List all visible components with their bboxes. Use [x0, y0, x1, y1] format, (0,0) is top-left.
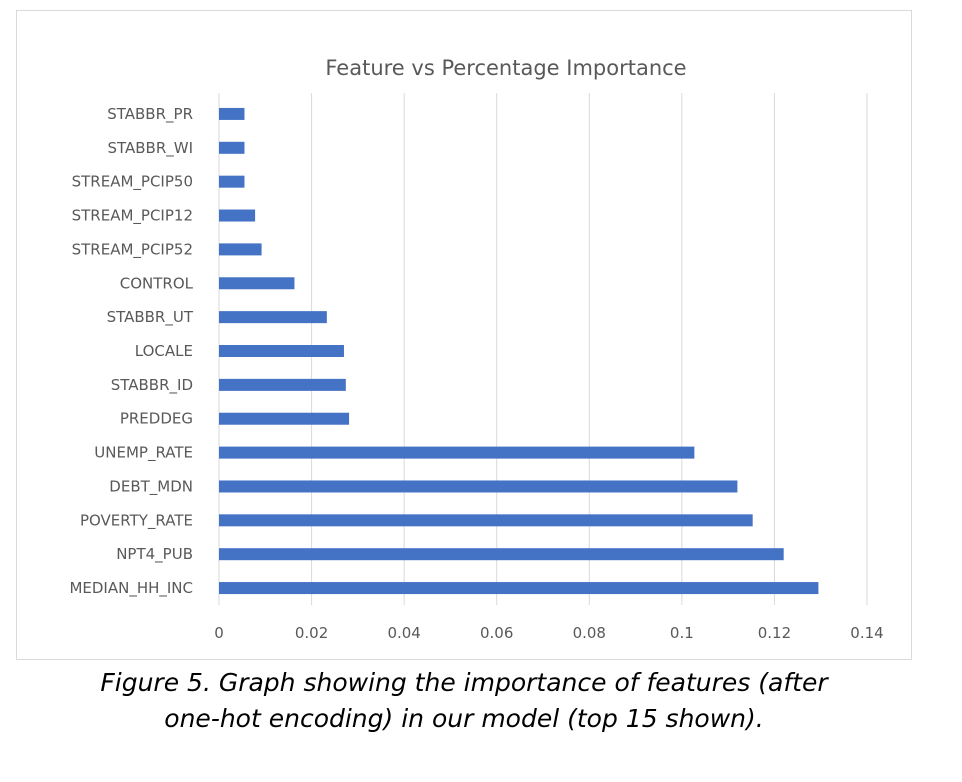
- feature-importance-chart: Feature vs Percentage Importance STABBR_…: [69, 56, 883, 642]
- bar: [219, 209, 256, 222]
- bar: [219, 175, 245, 188]
- category-label: STABBR_UT: [107, 308, 194, 327]
- category-label: POVERTY_RATE: [80, 511, 193, 530]
- bar: [219, 412, 350, 425]
- bar: [219, 107, 245, 120]
- category-labels: STABBR_PR STABBR_WI STREAM_PCIP50 STREAM_PC…: [69, 105, 193, 598]
- category-label: STREAM_PCIP12: [72, 207, 193, 226]
- x-tick-label: 0.06: [480, 624, 513, 642]
- category-label: STREAM_PCIP50: [72, 173, 193, 192]
- gridlines: [218, 93, 868, 605]
- x-tick-label: 0.08: [573, 624, 606, 642]
- category-label: STREAM_PCIP52: [72, 240, 193, 259]
- x-tick-label: 0.12: [758, 624, 791, 642]
- category-label: UNEMP_RATE: [94, 444, 193, 463]
- bar: [219, 345, 344, 357]
- chart-title: Feature vs Percentage Importance: [325, 56, 686, 80]
- category-label: STABBR_PR: [107, 105, 193, 124]
- bar: [219, 141, 245, 154]
- category-label: STABBR_WI: [107, 139, 193, 158]
- category-label: CONTROL: [120, 274, 194, 292]
- bar: [219, 480, 738, 493]
- bar: [219, 311, 327, 324]
- figure-caption: Figure 5. Graph showing the importance o…: [100, 668, 828, 733]
- x-tick-label: 0.14: [850, 624, 883, 642]
- category-label: PREDDEG: [120, 410, 193, 428]
- bars: [219, 107, 819, 595]
- bar: [219, 446, 695, 459]
- x-tick-label: 0.02: [295, 624, 328, 642]
- category-label: MEDIAN_HH_INC: [69, 579, 193, 598]
- x-tick-label: 0.1: [670, 624, 694, 642]
- category-label: STABBR_ID: [111, 376, 193, 395]
- x-tick-label: 0: [214, 624, 224, 642]
- bar: [219, 514, 753, 527]
- category-label: DEBT_MDN: [109, 477, 193, 496]
- x-axis-tick-labels: 0 0.02 0.04 0.06 0.08 0.1 0.12 0.14: [214, 624, 883, 642]
- category-label: NPT4_PUB: [116, 545, 193, 564]
- bar: [219, 548, 784, 561]
- chart-frame: Feature vs Percentage Importance STABBR_…: [16, 10, 912, 660]
- category-label: LOCALE: [135, 342, 193, 360]
- bar: [219, 243, 262, 256]
- bar: [219, 378, 346, 391]
- x-tick-label: 0.04: [387, 624, 420, 642]
- bar: [219, 582, 819, 595]
- bar: [219, 277, 295, 290]
